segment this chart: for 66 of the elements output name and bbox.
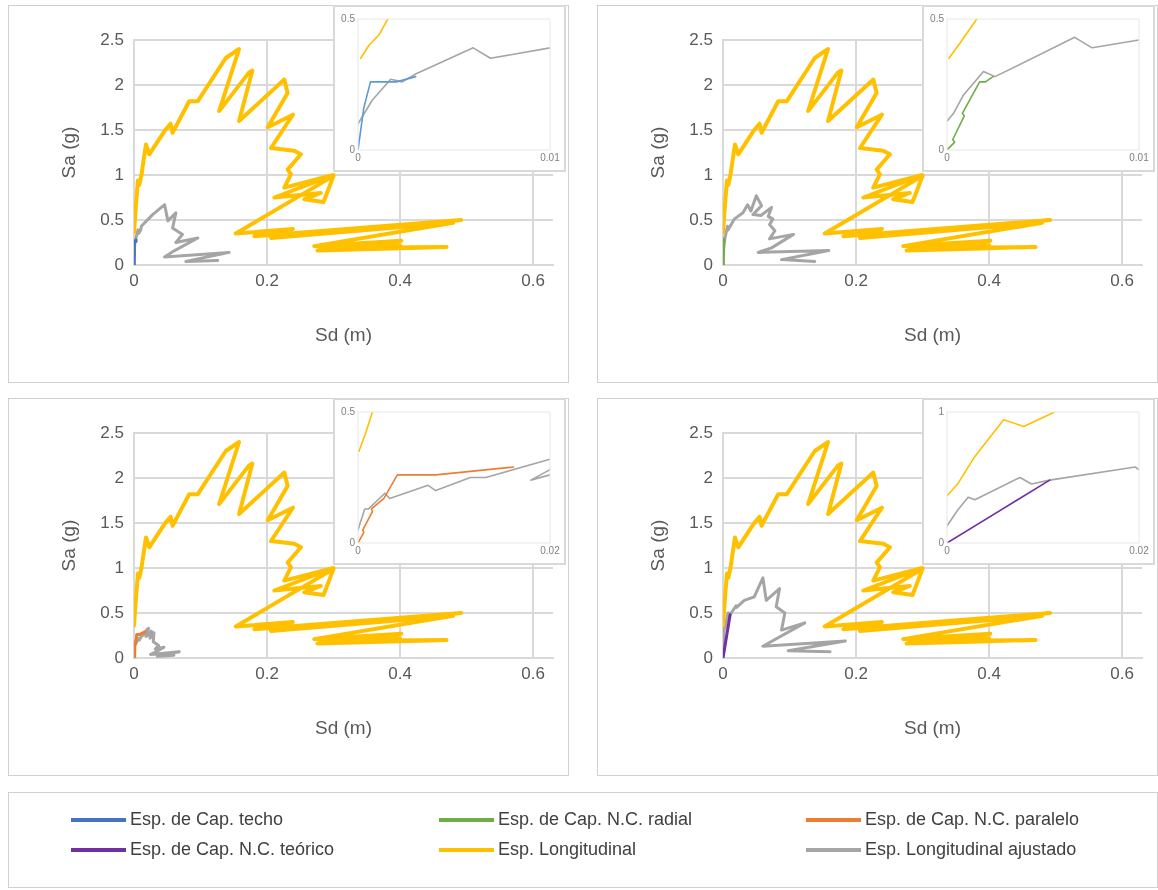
y-tick-label: 2.5 [100,29,124,49]
x-tick-label: 0.02 [540,544,561,556]
y-tick-label: 0 [938,536,945,548]
x-tick-label: 0 [129,270,139,290]
y-tick-label: 0 [349,143,356,155]
legend-label: Esp. Longitudinal [498,839,637,860]
y-tick-label: 2 [703,74,713,94]
y-tick-label: 1.5 [689,119,713,139]
y-tick-label: 1 [938,405,945,417]
y-tick-label: 1.5 [100,512,124,532]
x-tick-label: 0 [129,663,139,683]
x-axis-title: Sd (m) [904,716,961,738]
x-tick-label: 0.4 [977,663,1001,683]
y-tick-label: 0.5 [930,12,945,24]
y-tick-label: 0 [114,647,124,667]
legend-label: Esp. Longitudinal ajustado [865,839,1077,860]
y-tick-label: 0 [114,254,124,274]
x-tick-label: 0.01 [1129,151,1150,163]
y-tick-label: 0.5 [100,209,124,229]
y-tick-label: 0 [703,254,713,274]
x-axis-title: Sd (m) [904,323,961,345]
y-tick-label: 2 [703,467,713,487]
y-tick-label: 1.5 [100,119,124,139]
x-tick-label: 0.4 [388,663,412,683]
text: Esp. de Cap. techo [130,809,284,829]
y-axis-title: Sa (g) [646,519,668,572]
x-tick-label: 0.2 [844,270,868,290]
y-tick-label: 1 [114,164,124,184]
y-tick-label: 0 [349,536,356,548]
legend-label: Esp. de Cap. N.C. teórico [130,839,335,860]
y-tick-label: 0.5 [100,602,124,622]
x-tick-label: 0.01 [540,151,561,163]
y-tick-label: 2.5 [689,422,713,442]
x-tick-label: 0.2 [844,663,868,683]
y-tick-label: 1 [703,557,713,577]
y-tick-label: 0.5 [689,209,713,229]
y-tick-label: 0.5 [341,12,356,24]
x-tick-label: 0 [718,270,728,290]
x-tick-label: 0.4 [977,270,1001,290]
x-tick-label: 0.2 [255,663,279,683]
x-tick-label: 0.4 [388,270,412,290]
y-tick-label: 2 [114,74,124,94]
y-tick-label: 2.5 [100,422,124,442]
x-tick-label: 0.02 [1129,544,1150,556]
y-axis-title: Sa (g) [57,126,79,179]
y-tick-label: 1 [114,557,124,577]
text: Esp. de Cap. N.C. paralelo [865,809,1080,829]
y-tick-label: 0.5 [341,405,356,417]
y-tick-label: 1 [703,164,713,184]
x-tick-label: 0.6 [521,270,545,290]
x-axis-title: Sd (m) [315,716,372,738]
y-tick-label: 0.5 [689,602,713,622]
x-tick-label: 0.6 [1110,663,1134,683]
y-tick-label: 1.5 [689,512,713,532]
y-tick-label: 0 [938,143,945,155]
x-tick-label: 0.6 [521,663,545,683]
text: Esp. de Cap. N.C. radial [498,809,693,829]
y-tick-label: 2.5 [689,29,713,49]
y-axis-title: Sa (g) [57,519,79,572]
y-tick-label: 0 [703,647,713,667]
y-axis-title: Sa (g) [646,126,668,179]
x-tick-label: 0.2 [255,270,279,290]
x-tick-label: 0.6 [1110,270,1134,290]
x-tick-label: 0 [718,663,728,683]
x-axis-title: Sd (m) [315,323,372,345]
y-tick-label: 2 [114,467,124,487]
